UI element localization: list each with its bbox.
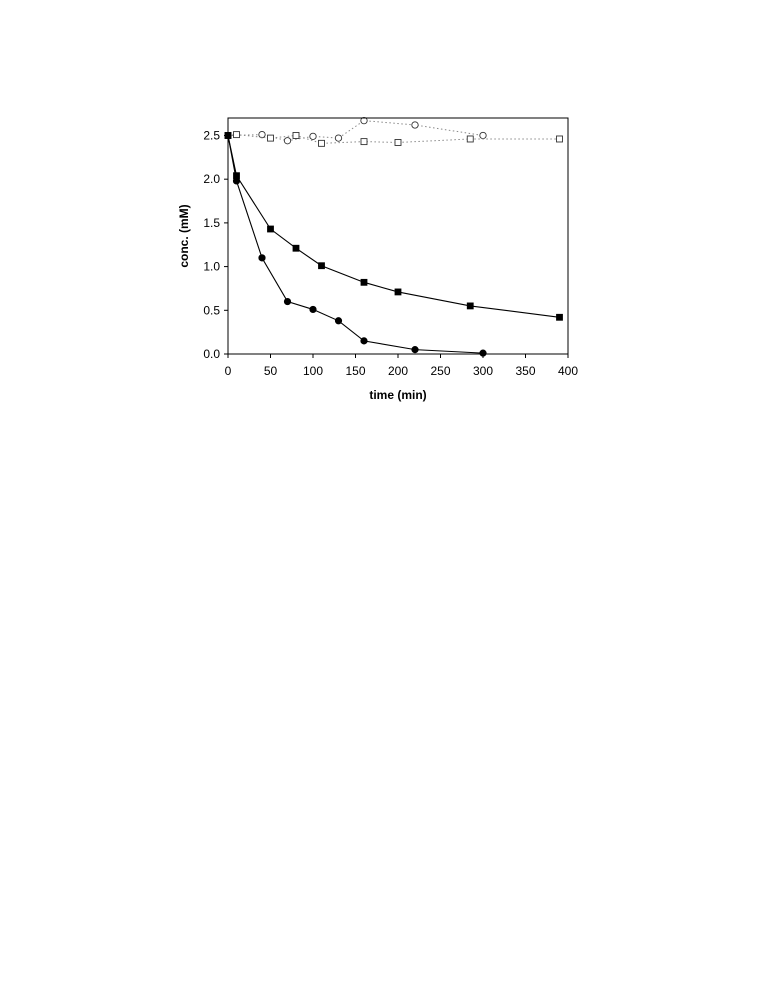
plot-series-layer — [224, 116, 563, 357]
data-point — [292, 244, 300, 252]
data-point — [466, 302, 474, 310]
data-point — [318, 139, 325, 147]
data-point — [267, 134, 274, 142]
series-line — [227, 134, 560, 144]
data-point — [258, 130, 266, 139]
series-line — [227, 120, 484, 142]
data-point — [360, 337, 368, 345]
data-point — [334, 317, 343, 325]
data-point — [411, 346, 419, 354]
data-point — [394, 139, 402, 146]
data-point — [466, 135, 474, 143]
data-point — [479, 131, 487, 140]
data-point — [283, 297, 292, 306]
x-tick-label: 100 — [303, 364, 323, 378]
y-tick-label: 2.0 — [203, 172, 220, 186]
data-point — [411, 121, 419, 129]
data-point — [267, 225, 274, 233]
x-tick-label: 250 — [430, 364, 450, 378]
x-tick-label: 400 — [558, 364, 578, 378]
y-tick-label: 0.5 — [203, 303, 220, 317]
data-point — [309, 132, 317, 141]
data-point — [318, 262, 325, 270]
data-point — [309, 305, 317, 314]
x-tick-label: 200 — [388, 364, 408, 378]
x-axis-title: time (min) — [369, 388, 426, 402]
data-point — [233, 131, 240, 139]
x-axis: 0 50 100 150 200 250 300 350 400 — [225, 354, 578, 378]
data-point — [334, 134, 343, 142]
data-point — [360, 116, 368, 125]
data-point — [258, 254, 266, 262]
x-tick-label: 0 — [225, 364, 232, 378]
series-filled-square — [224, 132, 563, 321]
y-tick-label: 2.5 — [203, 128, 220, 142]
data-point — [233, 172, 240, 180]
series-filled-circle — [224, 131, 487, 357]
y-tick-label: 1.5 — [203, 216, 220, 230]
data-point — [556, 313, 563, 321]
series-open-square — [224, 131, 563, 147]
data-point — [360, 278, 368, 286]
y-axis: 0.0 0.5 1.0 1.5 2.0 2.5 — [203, 128, 228, 361]
series-line — [227, 135, 560, 318]
x-tick-label: 300 — [473, 364, 493, 378]
y-tick-label: 0.0 — [203, 347, 220, 361]
data-point — [394, 288, 402, 296]
data-point — [283, 137, 292, 145]
x-tick-label: 50 — [264, 364, 278, 378]
series-open-circle — [224, 116, 487, 145]
y-axis-title: conc. (mM) — [177, 204, 191, 267]
x-tick-label: 350 — [515, 364, 535, 378]
y-tick-label: 1.0 — [203, 260, 220, 274]
data-point — [292, 132, 300, 139]
data-point — [360, 138, 368, 146]
series-line — [227, 135, 484, 354]
x-tick-label: 150 — [345, 364, 365, 378]
data-point — [556, 135, 563, 143]
